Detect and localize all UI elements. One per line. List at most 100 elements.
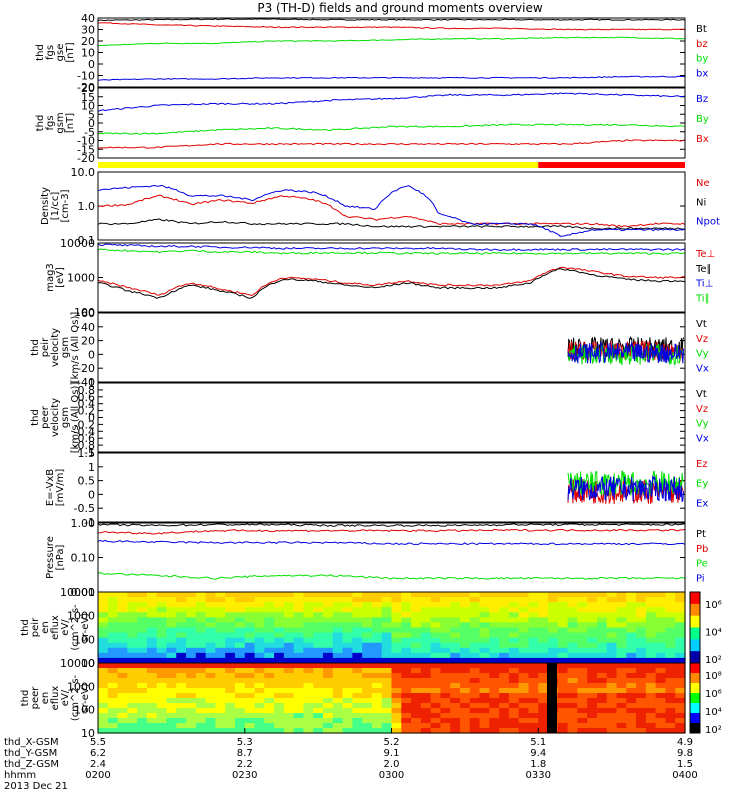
spec-cell (352, 657, 363, 664)
xaxis-row-label: 2013 Dec 21 (4, 781, 68, 792)
spec-cell (636, 693, 647, 699)
spec-cell (567, 663, 578, 669)
spec-cell (274, 728, 285, 734)
spec-cell (362, 637, 373, 644)
spec-cell (127, 647, 138, 654)
spec-cell (499, 683, 510, 689)
spec-cell (244, 718, 256, 724)
spec-cell (274, 693, 285, 699)
spec-cell (234, 607, 246, 613)
spec-cell (401, 642, 412, 649)
spec-cell (528, 668, 539, 674)
spec-cell (176, 713, 187, 719)
ylabel-peir_vel: velocity (50, 328, 61, 367)
spec-cell (215, 647, 226, 654)
spec-cell (205, 652, 216, 659)
spec-cell (645, 673, 657, 679)
spec-cell (469, 728, 481, 734)
spec-cell (411, 642, 422, 649)
spec-cell (342, 632, 353, 639)
spec-cell (254, 652, 265, 659)
spec-cell (391, 728, 402, 734)
spec-cell (323, 607, 334, 613)
spec-cell (176, 663, 187, 669)
spec-cell (450, 637, 461, 644)
ytick-label-efield: -0.5 (74, 502, 95, 515)
ytick-label-peer_spec: 10 (81, 727, 95, 740)
spec-cell (636, 652, 647, 659)
spec-cell (342, 673, 353, 679)
spec-cell (254, 642, 265, 649)
spec-cell (176, 597, 187, 603)
spec-cell (655, 688, 667, 694)
spec-cell (254, 728, 265, 734)
spec-cell (606, 652, 618, 659)
spec-cell (323, 718, 334, 724)
spec-cell (391, 617, 402, 624)
spec-cell (98, 703, 109, 709)
spec-cell (606, 668, 618, 674)
spec-cell (636, 632, 647, 639)
spec-cell (655, 723, 667, 729)
spec-cell (645, 688, 657, 694)
spec-cell (186, 698, 197, 704)
ylabel-peer_vel: peer (40, 405, 51, 429)
panel-peir_vel: thd peir velocity gsm [km/s (All Qs)] 6040200… (30, 307, 709, 389)
spec-cell (274, 713, 285, 719)
spec-cell (508, 617, 520, 624)
spec-cell (303, 693, 314, 699)
spec-cell (518, 688, 530, 694)
legend-Pb: Pb (696, 544, 708, 555)
spec-cell (352, 698, 363, 704)
spec-cell (195, 693, 207, 699)
spec-cell (117, 642, 128, 649)
spec-cell (567, 612, 578, 618)
series-density-Npot (97, 184, 686, 237)
spec-cell (293, 708, 305, 714)
xaxis-value: 0230 (232, 770, 257, 781)
spec-cell (156, 708, 168, 714)
ytick-label-fgs_gsm: 10 (81, 100, 95, 113)
spec-cell (274, 703, 285, 709)
spec-cell (244, 637, 256, 644)
spec-cell (489, 718, 500, 724)
spec-cell (127, 703, 138, 709)
spec-cell (420, 657, 432, 664)
spec-cell (371, 728, 383, 734)
spec-cell (127, 718, 138, 724)
spec-cell (430, 708, 442, 714)
spec-cell (479, 642, 490, 649)
spec-cell (98, 657, 109, 664)
spec-cell (567, 703, 578, 709)
spec-cell (557, 597, 569, 603)
spec-cell (323, 602, 334, 608)
spec-cell (557, 728, 569, 734)
spec-cell (244, 673, 256, 679)
spec-cell (538, 663, 549, 669)
spec-cell (626, 617, 637, 624)
spec-cell (274, 617, 285, 624)
spec-cell (381, 602, 393, 608)
ylabel-peir_vel: thd (30, 339, 41, 356)
spec-cell (538, 683, 549, 689)
spec-cell (352, 592, 363, 598)
spec-cell (342, 698, 353, 704)
spec-cell (342, 592, 353, 598)
spec-cell (137, 728, 148, 734)
spec-cell (567, 693, 578, 699)
spec-cell (313, 637, 324, 644)
spec-cell (665, 693, 676, 699)
spec-cell (117, 607, 128, 613)
spec-cell (127, 698, 138, 704)
spec-cell (107, 723, 119, 729)
series-pressure-Pb (97, 528, 686, 535)
spec-cell (293, 642, 305, 649)
spec-cell (352, 632, 363, 639)
spec-cell (508, 673, 520, 679)
spec-cell (195, 632, 207, 639)
spec-cell (675, 693, 686, 699)
spec-cell (127, 693, 138, 699)
legend-Pt: Pt (696, 529, 706, 540)
ylabel-pressure: [nPa] (55, 544, 66, 570)
spec-cell (459, 652, 471, 659)
